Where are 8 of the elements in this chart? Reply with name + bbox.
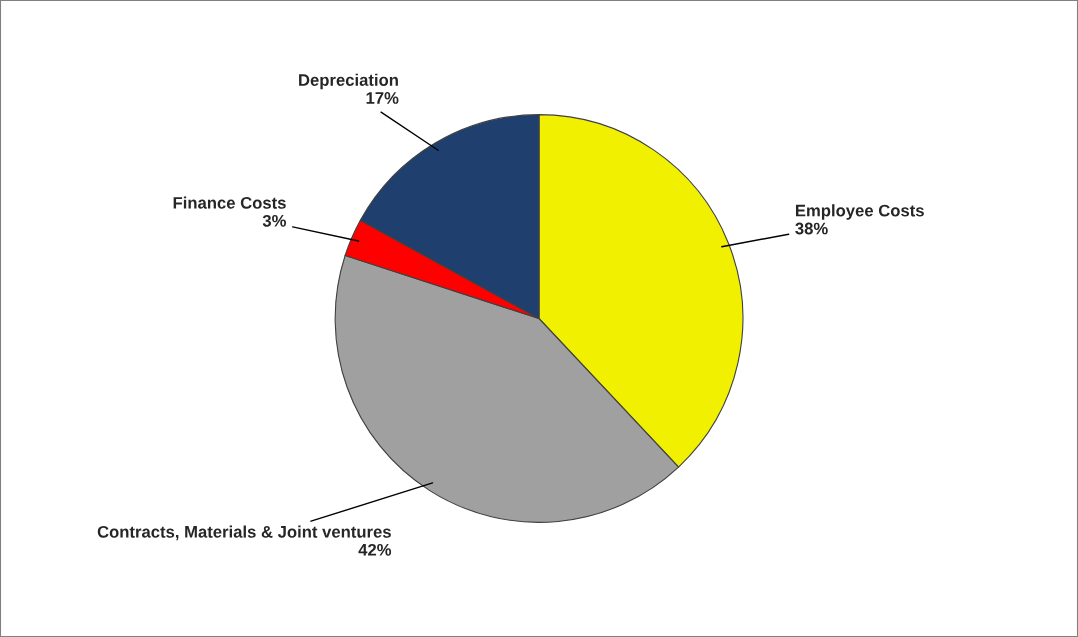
data-label: 38% <box>795 222 828 235</box>
slice-label: Contracts, Materials & Joint ventures <box>97 525 391 541</box>
data-label: 17% <box>366 92 399 104</box>
data-label: 42% <box>358 543 392 556</box>
data-label: 3% <box>262 214 287 227</box>
slice-label: Employee Costs <box>795 204 924 220</box>
slice-label: Finance Costs <box>173 196 286 209</box>
slice-label: Depreciation <box>299 73 398 90</box>
